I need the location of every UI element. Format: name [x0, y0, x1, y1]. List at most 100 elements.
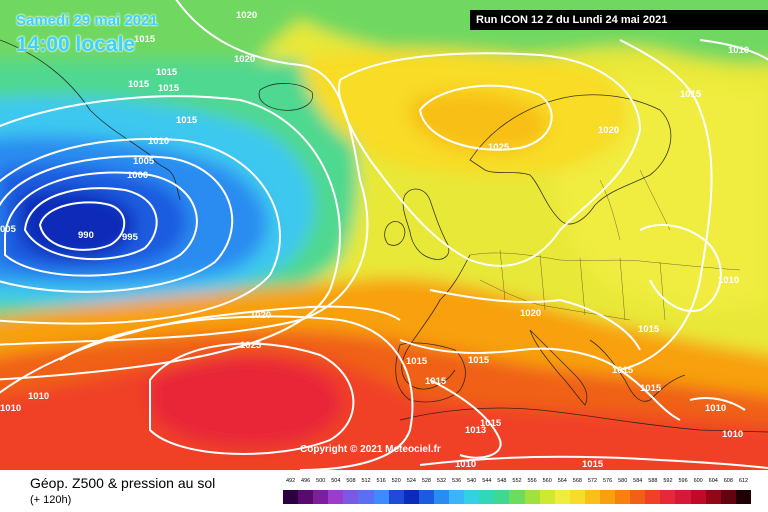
iberia-coast	[395, 342, 466, 403]
pressure-label: 1020	[234, 54, 255, 65]
border-line	[469, 252, 741, 271]
border-line	[499, 249, 666, 321]
pressure-label: 1010	[0, 403, 21, 414]
scale-swatch	[584, 490, 600, 504]
isobar-1015-west	[0, 95, 341, 381]
scale-tick-label: 500	[316, 478, 326, 484]
pressure-label: 1010	[148, 136, 169, 147]
coastlines	[0, 39, 768, 433]
pressure-label: 1010	[728, 45, 749, 56]
scale-swatch	[720, 490, 736, 504]
scale-tick-label: 504	[331, 478, 341, 484]
pressure-label: 1025	[240, 340, 262, 351]
scale-swatch	[373, 490, 389, 504]
isobar-990	[38, 201, 126, 251]
isobar-1015-ne	[619, 39, 713, 371]
scale-tick-label: 588	[648, 478, 658, 484]
scale-tick-label: 604	[708, 478, 718, 484]
isobar-1015-south	[0, 305, 401, 394]
pressure-label: 1010	[705, 403, 726, 414]
scale-swatch	[328, 490, 344, 504]
weather-map: 1020 1020 1015 1015 1015 1015 1015 1015 1010 1005…	[0, 0, 768, 470]
scale-swatch	[449, 490, 465, 504]
pressure-label: 005	[0, 224, 17, 235]
geopotential-field	[0, 0, 768, 470]
isobar-1020-europe	[429, 289, 641, 351]
field-band-orange-north	[410, 91, 548, 153]
ireland-coast	[384, 221, 406, 246]
italy-coast	[529, 329, 588, 406]
scale-tick-label: 580	[618, 478, 628, 484]
scale-tick-label: 516	[376, 478, 386, 484]
greenland-coast	[0, 39, 181, 201]
pressure-label: 1015	[128, 79, 150, 90]
scale-tick-label: 596	[678, 478, 688, 484]
pressure-label: 1013	[465, 425, 486, 436]
scale-swatch	[735, 490, 751, 504]
scale-tick-label: 576	[602, 478, 613, 484]
scale-swatch	[418, 490, 434, 504]
pressure-label: 1015	[176, 115, 198, 126]
pressure-label: 1015	[612, 365, 634, 376]
isobar-1010-africa	[419, 455, 768, 469]
scale-tick-label: 552	[512, 478, 522, 484]
scale-swatch	[599, 490, 616, 504]
pressure-label: 1005	[133, 156, 155, 167]
pressure-label: 1015	[134, 34, 156, 45]
isobars	[0, 0, 768, 470]
pressure-label: 1010	[722, 429, 743, 440]
pressure-label: 1020	[598, 125, 619, 136]
scale-swatch	[554, 490, 570, 504]
scandinavia-coast	[469, 94, 672, 225]
scale-tick-label: 520	[391, 478, 401, 484]
pressure-label: 995	[122, 232, 139, 243]
scale-tick-label: 512	[361, 478, 371, 484]
isobar-1010-west	[0, 138, 281, 325]
isobar-1010-east	[639, 224, 722, 312]
isobar-1020-north	[0, 0, 369, 346]
color-scale-labels: 492 496 500 504 508 512 516 520 524 528 532 536 540 5…	[283, 478, 751, 486]
scale-tick-label: 564	[557, 478, 567, 484]
scale-tick-label: 556	[527, 478, 537, 484]
scale-swatch	[645, 490, 661, 504]
border-line	[479, 279, 631, 321]
pressure-label: 990	[78, 230, 94, 241]
pressure-label: 1010	[28, 391, 49, 402]
scale-swatch	[358, 490, 374, 504]
scale-tick-label: 572	[587, 478, 598, 484]
pressure-label: 1020	[236, 10, 257, 21]
scale-tick-label: 492	[285, 478, 296, 484]
scale-swatch	[494, 490, 510, 504]
pressure-label: 1010	[718, 275, 739, 286]
isobar-1000	[4, 171, 198, 277]
isobar-1020-ne	[338, 52, 642, 267]
pressure-label: 1015	[156, 67, 178, 78]
scale-swatch	[690, 490, 706, 504]
scale-swatch	[464, 490, 480, 504]
scale-swatch	[675, 490, 691, 504]
pressure-label: 1015	[480, 418, 502, 429]
europe-west-coast	[401, 254, 471, 390]
scale-tick-label: 548	[497, 478, 507, 484]
isobar-1025-south	[149, 342, 355, 455]
country-borders	[469, 169, 741, 321]
legend-title: Géop. Z500 & pression au sol	[30, 475, 216, 491]
scale-tick-label: 544	[482, 478, 492, 484]
scale-swatch	[313, 490, 329, 504]
scale-tick-label: 508	[346, 478, 356, 484]
pressure-label: 1015	[582, 459, 604, 470]
legend-footer: Géop. Z500 & pression au sol (+ 120h) 49…	[0, 470, 768, 512]
scale-tick-label: 568	[572, 478, 582, 484]
scale-tick-label: 612	[738, 478, 749, 484]
pressure-label: 1015	[406, 356, 428, 367]
legend-subtitle: (+ 120h)	[30, 494, 72, 506]
scale-swatch	[705, 490, 721, 504]
copyright-notice: Copyright © 2021 Meteociel.fr	[300, 444, 441, 455]
scale-swatch	[569, 490, 585, 504]
scale-swatch	[479, 490, 495, 504]
isobar-1010-se	[689, 397, 746, 411]
pressure-label: 1000	[127, 170, 148, 181]
scale-swatch	[630, 490, 646, 504]
scale-swatch	[433, 490, 450, 504]
